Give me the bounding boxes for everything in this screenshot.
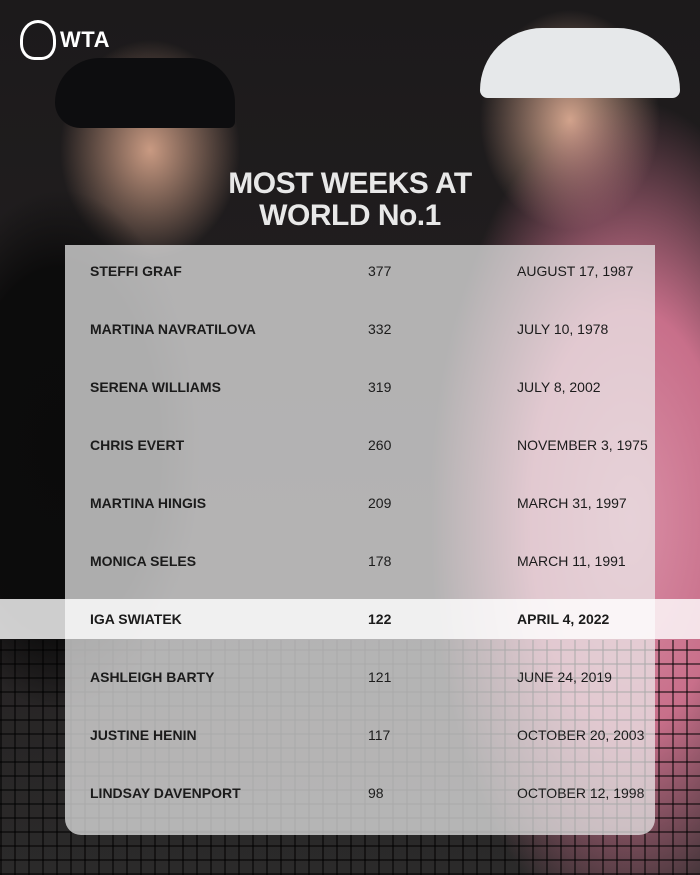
- weeks-count: 377: [368, 263, 392, 279]
- wta-logo: WTA: [20, 20, 110, 60]
- page-title: MOST WEEKS AT WORLD No.1: [0, 168, 700, 232]
- table-row: MARTINA HINGIS 209 MARCH 31, 1997: [65, 483, 655, 523]
- table-row: STEFFI GRAF 377 AUGUST 17, 1987: [65, 251, 655, 291]
- weeks-count: 209: [368, 495, 392, 511]
- table-row: ASHLEIGH BARTY 121 JUNE 24, 2019: [65, 657, 655, 697]
- weeks-count: 319: [368, 379, 392, 395]
- weeks-count: 117: [368, 727, 391, 743]
- title-line-2: WORLD No.1: [259, 199, 441, 232]
- player-name: SERENA WILLIAMS: [90, 379, 221, 395]
- first-reached-date: JUNE 24, 2019: [517, 669, 612, 685]
- weeks-count: 178: [368, 553, 392, 569]
- weeks-count: 98: [368, 785, 384, 801]
- player-right-cap: [480, 28, 680, 98]
- first-reached-date: APRIL 4, 2022: [517, 611, 610, 627]
- table-row: SERENA WILLIAMS 319 JULY 8, 2002: [65, 367, 655, 407]
- first-reached-date: JULY 10, 1978: [517, 321, 609, 337]
- weeks-count: 121: [368, 669, 392, 685]
- first-reached-date: NOVEMBER 3, 1975: [517, 437, 648, 453]
- weeks-count: 332: [368, 321, 392, 337]
- first-reached-date: OCTOBER 20, 2003: [517, 727, 645, 743]
- table-row: CHRIS EVERT 260 NOVEMBER 3, 1975: [65, 425, 655, 465]
- player-left-cap: [55, 58, 235, 128]
- player-name: MONICA SELES: [90, 553, 197, 569]
- player-name: LINDSAY DAVENPORT: [90, 785, 241, 801]
- first-reached-date: JULY 8, 2002: [517, 379, 601, 395]
- player-name: MARTINA HINGIS: [90, 495, 207, 511]
- player-name: JUSTINE HENIN: [90, 727, 197, 743]
- weeks-count: 122: [368, 611, 392, 627]
- player-name: MARTINA NAVRATILOVA: [90, 321, 256, 337]
- rankings-table: STEFFI GRAF 377 AUGUST 17, 1987 MARTINA NAV…: [0, 245, 700, 835]
- first-reached-date: OCTOBER 12, 1998: [517, 785, 645, 801]
- table-row: LINDSAY DAVENPORT 98 OCTOBER 12, 1998: [65, 773, 655, 813]
- player-name: IGA SWIATEK: [90, 611, 182, 627]
- player-name: ASHLEIGH BARTY: [90, 669, 215, 685]
- table-row: MONICA SELES 178 MARCH 11, 1991: [65, 541, 655, 581]
- first-reached-date: AUGUST 17, 1987: [517, 263, 634, 279]
- logo-text: WTA: [60, 27, 110, 52]
- table-row-highlighted: IGA SWIATEK 122 APRIL 4, 2022: [0, 599, 700, 639]
- table-row: MARTINA NAVRATILOVA 332 JULY 10, 1978: [65, 309, 655, 349]
- first-reached-date: MARCH 31, 1997: [517, 495, 627, 511]
- first-reached-date: MARCH 11, 1991: [517, 553, 626, 569]
- player-name: CHRIS EVERT: [90, 437, 185, 453]
- player-name: STEFFI GRAF: [90, 263, 182, 279]
- wta-player-icon: [20, 20, 56, 60]
- title-line-1: MOST WEEKS AT: [228, 167, 472, 200]
- weeks-count: 260: [368, 437, 392, 453]
- table-row: JUSTINE HENIN 117 OCTOBER 20, 2003: [65, 715, 655, 755]
